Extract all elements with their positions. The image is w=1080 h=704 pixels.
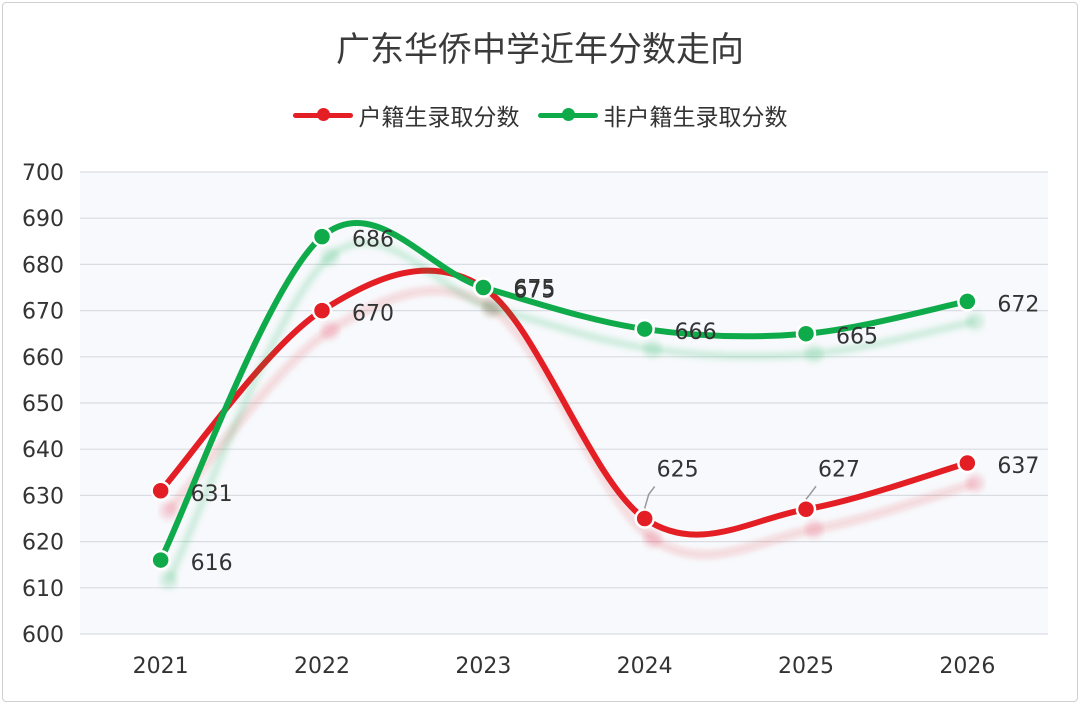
series-1-point-shadow	[805, 520, 823, 539]
chart-title: 广东华侨中学近年分数走向	[336, 30, 744, 70]
x-tick-label: 2023	[455, 654, 511, 679]
series-1-data-label: 670	[352, 302, 394, 327]
y-tick-label: 640	[22, 438, 64, 463]
y-tick-label: 610	[22, 577, 64, 602]
data-label-leader	[643, 486, 656, 509]
series-1-point-shadow	[643, 529, 662, 548]
series-2-data-label: 666	[675, 320, 717, 345]
series-1-point-shadow	[966, 474, 985, 493]
series-2-point	[150, 549, 171, 571]
series-1-data-label: 637	[997, 454, 1039, 479]
y-tick-label: 690	[22, 207, 64, 232]
series-1-point	[150, 480, 171, 502]
y-tick-label: 650	[22, 392, 64, 417]
y-tick-label: 660	[22, 346, 64, 371]
series-1-data-label: 631	[191, 482, 233, 507]
series-2-point-shadow	[643, 340, 662, 359]
x-tick-label: 2026	[939, 654, 995, 679]
series-2-point	[795, 323, 817, 344]
series-1-point	[311, 300, 333, 321]
legend: 户籍生录取分数 非户籍生录取分数	[0, 98, 1080, 132]
series-1-point	[795, 499, 817, 520]
y-tick-label: 670	[22, 300, 64, 325]
x-tick-label: 2025	[778, 654, 834, 679]
x-tick-label: 2021	[133, 654, 189, 679]
series-1-data-label: 627	[818, 457, 860, 482]
series-2-point-shadow	[159, 571, 178, 590]
legend-swatch-series-1	[292, 108, 353, 121]
y-tick-label: 620	[22, 531, 64, 556]
legend-label-series-2: 非户籍生录取分数	[603, 105, 788, 131]
y-tick-label: 680	[22, 253, 64, 278]
series-2-point-shadow	[482, 298, 501, 317]
legend-item-series-1: 户籍生录取分数	[292, 98, 520, 132]
series-2-point-shadow	[805, 344, 823, 363]
series-1-data-label: 625	[657, 458, 699, 483]
x-tick-label: 2022	[294, 654, 350, 679]
y-tick-label: 600	[22, 623, 64, 648]
series-2-data-label: 686	[352, 228, 394, 253]
series-2-point	[473, 277, 494, 298]
y-tick-label: 700	[22, 161, 64, 186]
legend-swatch-series-2	[537, 108, 598, 121]
data-label-leader	[805, 485, 817, 500]
x-tick-label: 2024	[617, 654, 673, 679]
series-1-point-shadow	[321, 321, 339, 340]
series-2-point	[957, 291, 978, 312]
legend-label-series-1: 户籍生录取分数	[358, 105, 520, 131]
series-2-point	[311, 226, 333, 247]
series-1-point	[957, 452, 978, 474]
series-2-data-label: 616	[191, 551, 233, 576]
series-2-point-shadow	[321, 247, 339, 266]
y-tick-label: 630	[22, 484, 64, 509]
series-2-point	[634, 318, 655, 340]
legend-item-series-2: 非户籍生录取分数	[537, 98, 788, 132]
series-1-data-label: 675	[513, 279, 555, 304]
series-2-data-label: 675	[513, 277, 555, 302]
series-2-point-shadow	[966, 312, 985, 331]
series-1-point	[634, 508, 655, 529]
series-2-data-label: 672	[997, 292, 1039, 317]
series-2-data-label: 665	[836, 325, 878, 350]
series-1-point-shadow	[159, 501, 178, 520]
